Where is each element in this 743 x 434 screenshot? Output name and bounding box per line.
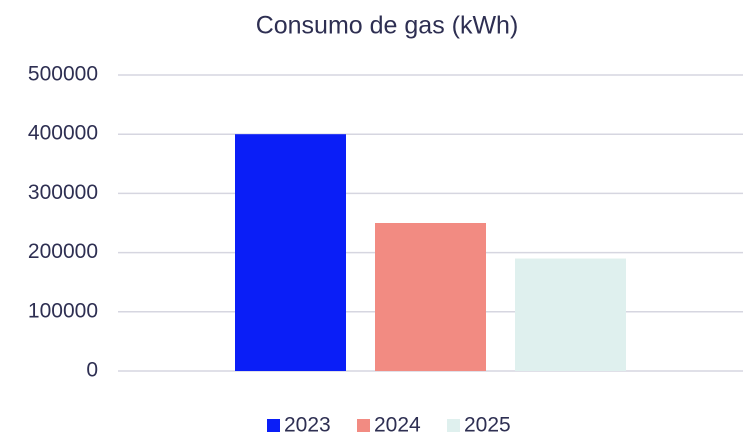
y-tick-label: 200000 [28, 240, 98, 263]
y-tick-label: 300000 [28, 181, 98, 204]
legend-label: 2025 [464, 414, 511, 434]
y-tick-label: 400000 [28, 122, 98, 145]
bar [515, 258, 626, 371]
y-tick-label: 0 [86, 359, 98, 382]
legend-swatch [357, 419, 370, 432]
y-tick-label: 500000 [28, 63, 98, 86]
chart-title: Consumo de gas (kWh) [256, 12, 519, 40]
legend-swatch [267, 419, 280, 432]
legend-label: 2024 [374, 414, 421, 434]
bar [235, 134, 346, 371]
legend-swatch [447, 419, 460, 432]
bar [375, 223, 486, 371]
legend-label: 2023 [284, 414, 331, 434]
y-tick-label: 100000 [28, 299, 98, 322]
